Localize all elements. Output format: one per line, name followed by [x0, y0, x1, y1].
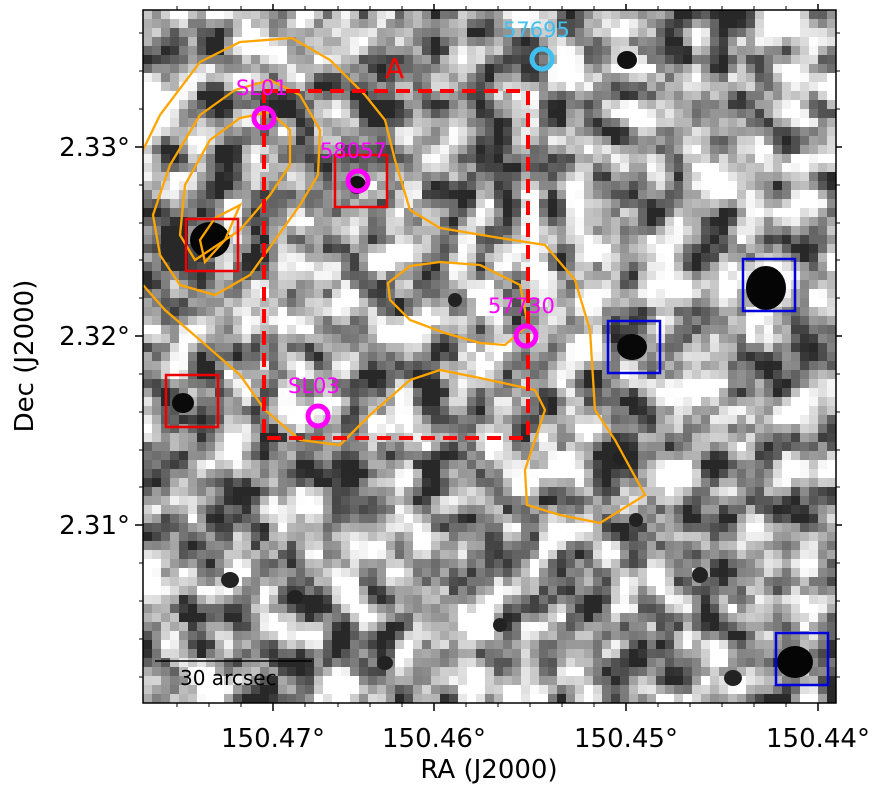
- source-57730-marker: [513, 323, 539, 349]
- contour-middle: [151, 78, 322, 297]
- orange-contours: [143, 36, 647, 525]
- contour-inner-tip: [198, 202, 243, 265]
- red-box-1: [184, 217, 240, 273]
- blue-box-2: [606, 319, 662, 375]
- contour-outer: [143, 36, 647, 525]
- source-label-57730: 57730: [488, 294, 555, 318]
- source-label-58057: 58057: [320, 139, 387, 163]
- source-sl03-marker: [305, 403, 331, 429]
- red-box-3: [333, 153, 389, 209]
- x-tick-label: 150.45°: [574, 724, 678, 754]
- source-sl01-marker: [251, 105, 277, 131]
- x-tick-label: 150.46°: [382, 724, 486, 754]
- source-label-57695: 57695: [503, 18, 570, 42]
- blue-box-1: [741, 257, 797, 313]
- image-blobs: [172, 51, 813, 686]
- y-tick-label: 2.33°: [59, 133, 130, 163]
- blue-box-3: [774, 631, 830, 687]
- image-noise: [143, 10, 836, 703]
- grayscale-image: SL01 58057 57730 SL03 57695 A 30 arcsec: [143, 10, 836, 703]
- x-tick-label: 150.47°: [221, 724, 325, 754]
- source-label-sl03: SL03: [288, 374, 340, 398]
- major-ticks: [135, 4, 842, 711]
- red-box-2: [164, 373, 220, 429]
- y-tick-label: 2.32°: [59, 322, 130, 352]
- y-axis-title: Dec (J2000): [10, 280, 40, 433]
- region-a-label: A: [385, 52, 404, 85]
- source-58057-marker: [345, 168, 371, 194]
- scalebar-label: 30 arcsec: [180, 666, 277, 690]
- x-axis-title: RA (J2000): [420, 755, 557, 785]
- axes-frame: [142, 9, 837, 704]
- x-tick-label: 150.44°: [766, 724, 870, 754]
- region-a-box: [262, 89, 530, 440]
- y-tick-label: 2.31°: [59, 511, 130, 541]
- source-57695-marker: [529, 46, 555, 72]
- minor-ticks: [139, 6, 840, 707]
- source-label-sl01: SL01: [236, 76, 288, 100]
